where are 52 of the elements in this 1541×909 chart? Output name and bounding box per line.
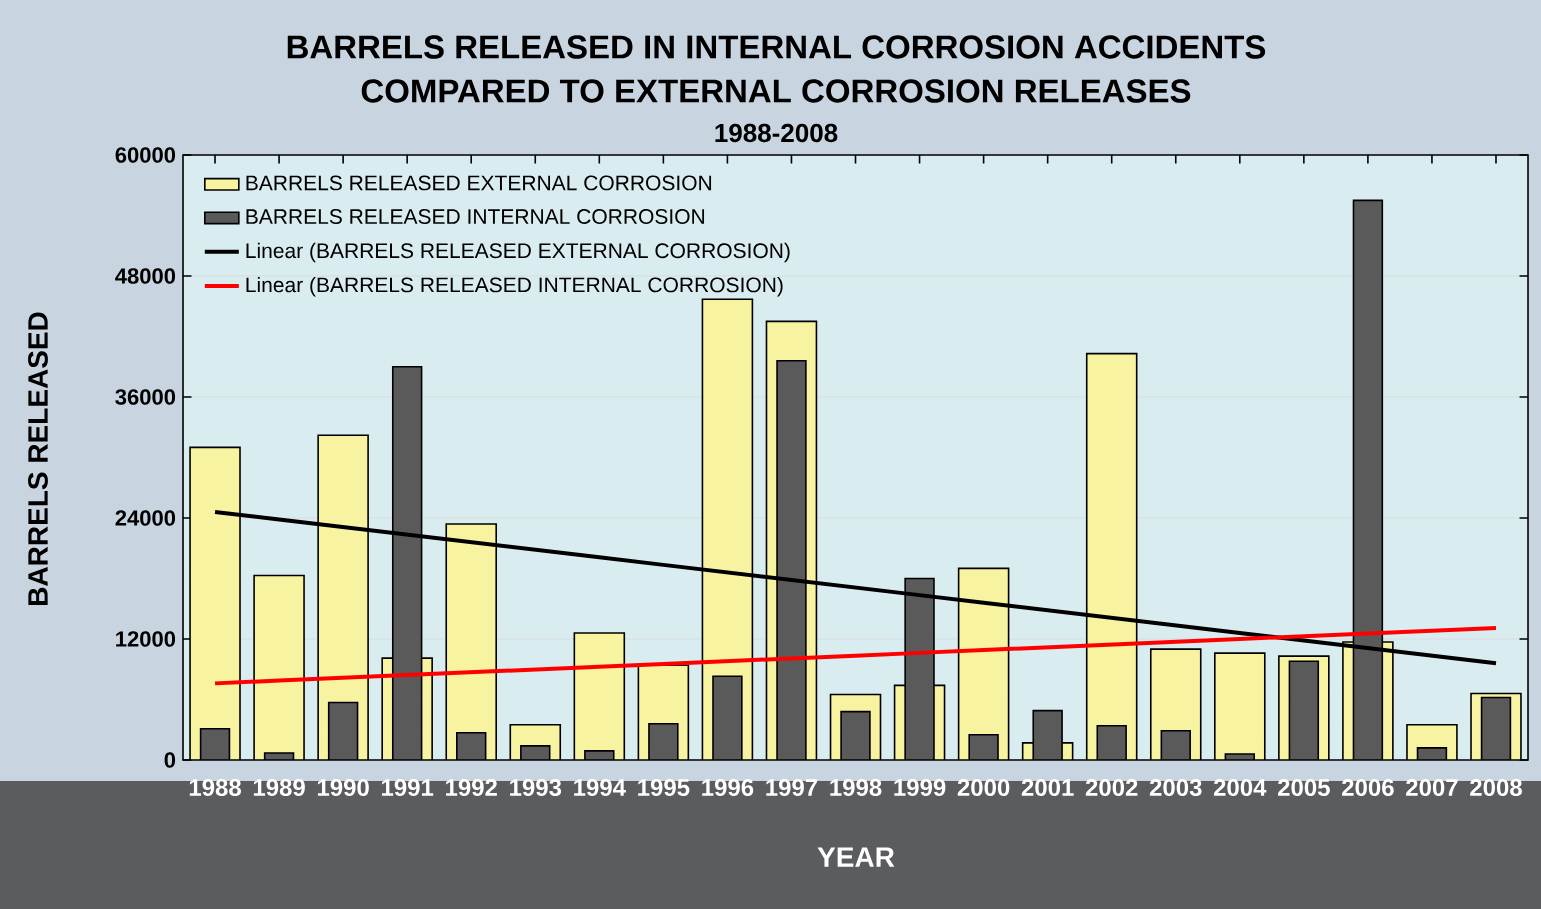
y-tick-label: 48000 [115,268,176,284]
chart-title: BARRELS RELEASED IN INTERNAL CORROSION ACCIDENTS COMPARED TO EXTERNAL CORROSION RELEASES [287,35,1266,103]
bar [1085,352,1138,760]
x-tick-label: 2004 [1213,779,1267,797]
x-tick-label: 2003 [1149,779,1202,797]
x-tick-label: 1995 [638,779,690,797]
x-tick-label: 1990 [317,779,369,797]
bar [840,710,871,760]
x-tick-label: 2001 [1021,779,1074,797]
x-tick-label: 1996 [702,779,754,797]
bar [1032,709,1063,760]
y-tick-label: 24000 [115,510,176,526]
bar [1480,696,1512,760]
x-tick-label: 2007 [1406,779,1458,797]
x-tick-label: 2000 [957,779,1010,797]
x-tick-label: 1989 [253,779,305,797]
y-tick-label: 36000 [115,389,176,405]
x-tick-label: 1994 [574,779,626,797]
bar [573,632,626,760]
x-tick-label: 2006 [1342,779,1394,797]
legend-label: Linear (BARRELS RELEASED EXTERNAL CORROSION) [246,242,790,263]
bar [1288,660,1320,760]
y-axis-title: BARRELS RELEASED [28,312,48,605]
bar [189,446,241,760]
bar [327,701,359,760]
bar [1214,652,1266,760]
bar [391,365,423,760]
bar [445,523,497,760]
x-tick-label: 1999 [894,779,946,797]
bar [199,727,231,760]
x-tick-label: 1988 [189,779,241,797]
legend-label: BARRELS RELEASED EXTERNAL CORROSION [246,175,712,191]
x-tick-label: 1998 [830,779,882,797]
legend-label: Linear (BARRELS RELEASED INTERNAL CORROSION) [246,276,783,297]
x-tick-label: 2005 [1278,779,1330,797]
x-tick-label: 1993 [510,779,562,797]
y-tick-label: 0 [164,752,176,768]
bar [712,675,743,760]
x-tick-label: 2008 [1470,779,1522,797]
bar [648,722,679,760]
legend-label: BARRELS RELEASED INTERNAL CORROSION [246,209,705,224]
x-tick-label: 1992 [446,779,497,797]
x-tick-label: 1997 [766,779,818,797]
chart-subtitle: 1988-2008 [715,123,838,143]
x-axis-title: YEAR [817,847,895,867]
bar [776,359,807,760]
bar [1352,199,1384,760]
x-tick-label: 2002 [1085,779,1138,797]
x-tick-label: 1991 [381,779,434,797]
bar [253,574,305,760]
y-tick-label: 60000 [115,147,176,163]
y-tick-label: 12000 [116,631,176,647]
